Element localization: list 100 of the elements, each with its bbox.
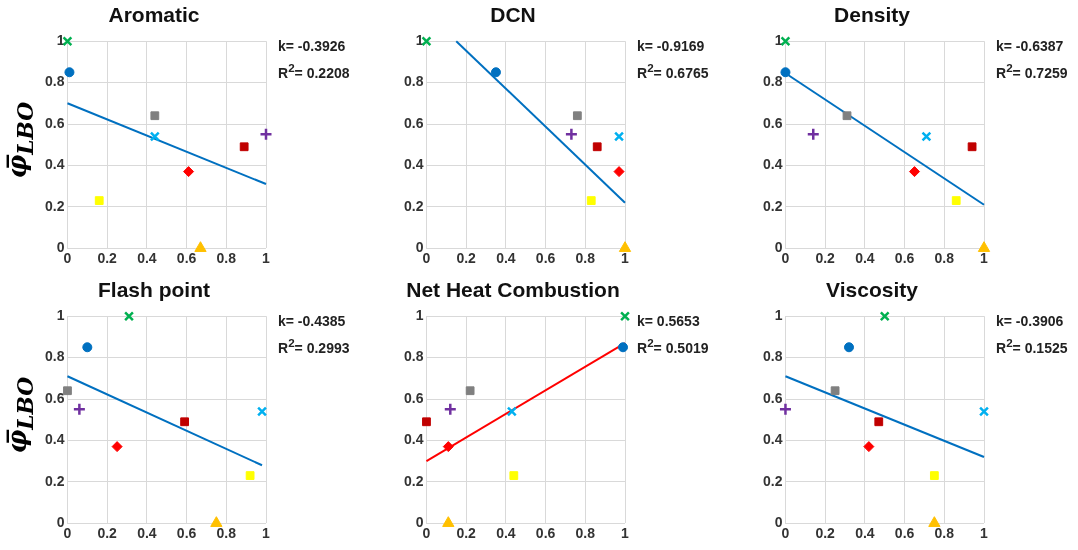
y-tick-label: 0.8 (403, 73, 424, 90)
point (422, 417, 431, 427)
y-tick-label: 1 (774, 307, 783, 324)
y-tick-label: 0.4 (762, 156, 783, 173)
point (619, 311, 631, 322)
point (778, 402, 793, 417)
y-tick-label: 0 (415, 239, 424, 256)
y-tick-label: 0.8 (44, 73, 65, 90)
point (874, 417, 884, 427)
x-tick-label: 0.6 (535, 250, 556, 267)
x-tick-label: 0.8 (575, 525, 596, 542)
point (490, 67, 501, 78)
chart-title: Net Heat Combustion (406, 278, 620, 302)
y-tick-label: 0 (774, 514, 783, 531)
y-tick-label: 0.6 (44, 389, 65, 406)
point (180, 417, 189, 427)
y-tick-label: 0.4 (44, 156, 65, 173)
y-tick-label: 0.6 (403, 389, 424, 406)
text: k= -0.6387 (996, 37, 1065, 56)
point (572, 111, 582, 121)
x-tick-label: 0.8 (216, 250, 237, 267)
point (94, 196, 104, 205)
y-tick-label: 1 (415, 307, 424, 324)
point (618, 342, 629, 353)
point (613, 166, 625, 178)
x-tick-label: 0.8 (216, 525, 237, 542)
point (82, 342, 93, 353)
y-tick-label: 0.8 (403, 348, 424, 365)
x-tick-label: 1 (621, 250, 630, 267)
x-tick-label: 1 (980, 525, 989, 542)
point (123, 311, 135, 322)
point (978, 406, 990, 417)
y-tick-label: 0.4 (44, 431, 65, 448)
point (842, 111, 852, 121)
x-tick-label: 0.6 (535, 525, 556, 542)
chart-title: Flash point (98, 278, 210, 302)
x-tick-label: 1 (621, 525, 630, 542)
point (780, 67, 791, 78)
point (442, 441, 454, 453)
x-tick-label: 0.2 (815, 250, 836, 267)
text: R$^{2}$= 0.1525 (996, 335, 1068, 358)
point (111, 441, 123, 453)
y-tick-label: 0.4 (403, 431, 424, 448)
x-tick-label: 0.6 (894, 250, 915, 267)
text: R$^{2}$= 0.7259 (996, 60, 1068, 83)
point (951, 196, 961, 205)
point (465, 386, 475, 396)
x-tick-label: 0.2 (456, 525, 477, 542)
y-tick-label: 0.8 (762, 348, 783, 365)
point (194, 241, 207, 252)
chart-title: DCN (490, 3, 536, 27)
x-tick-label: 0.4 (137, 250, 157, 267)
chart-title: Density (834, 3, 911, 27)
point (929, 471, 939, 480)
point (506, 406, 517, 417)
point (977, 241, 991, 252)
point (256, 406, 268, 417)
y-tick-label: 1 (774, 32, 783, 49)
y-tick-label: 1 (415, 32, 424, 49)
x-tick-label: 0.6 (894, 525, 915, 542)
point (879, 311, 890, 322)
point (613, 131, 625, 142)
x-tick-label: 1 (262, 250, 271, 267)
text: R$^{2}$= 0.5019 (637, 335, 709, 358)
y-tick-label: 0.8 (762, 73, 783, 90)
x-tick-label: 1 (980, 250, 989, 267)
text: k= -0.9169 (637, 37, 706, 56)
y-tick-label: 0.2 (44, 197, 65, 214)
x-tick-label: 0.2 (97, 250, 118, 267)
point (509, 471, 519, 480)
point (564, 127, 579, 142)
y-tick-label: 1 (56, 307, 65, 324)
point (63, 386, 72, 396)
y-tick-label: 0.2 (762, 472, 783, 489)
point (586, 196, 596, 205)
x-tick-label: 0.2 (456, 250, 477, 267)
point (592, 142, 602, 152)
y-tick-label: 0.4 (762, 431, 783, 448)
point (967, 142, 977, 152)
point (245, 471, 255, 480)
point (830, 386, 840, 396)
point (442, 516, 455, 527)
point (64, 67, 75, 78)
point (909, 166, 921, 178)
x-tick-label: 0.2 (97, 525, 118, 542)
point (239, 142, 249, 152)
text: k= -0.3926 (278, 37, 347, 56)
x-tick-label: 0.4 (855, 525, 875, 542)
y-tick-label: 0.2 (44, 472, 65, 489)
text: R$^{2}$= 0.2993 (278, 335, 350, 358)
point (443, 402, 458, 417)
y-tick-label: 0 (774, 239, 783, 256)
point (806, 127, 821, 142)
y-tick-label: 0.2 (403, 197, 424, 214)
x-tick-label: 0.4 (137, 525, 157, 542)
point (863, 441, 875, 453)
text: R$^{2}$= 0.6765 (637, 60, 709, 83)
chart-title: Viscosity (826, 278, 919, 302)
point (149, 131, 160, 142)
point (928, 516, 941, 527)
